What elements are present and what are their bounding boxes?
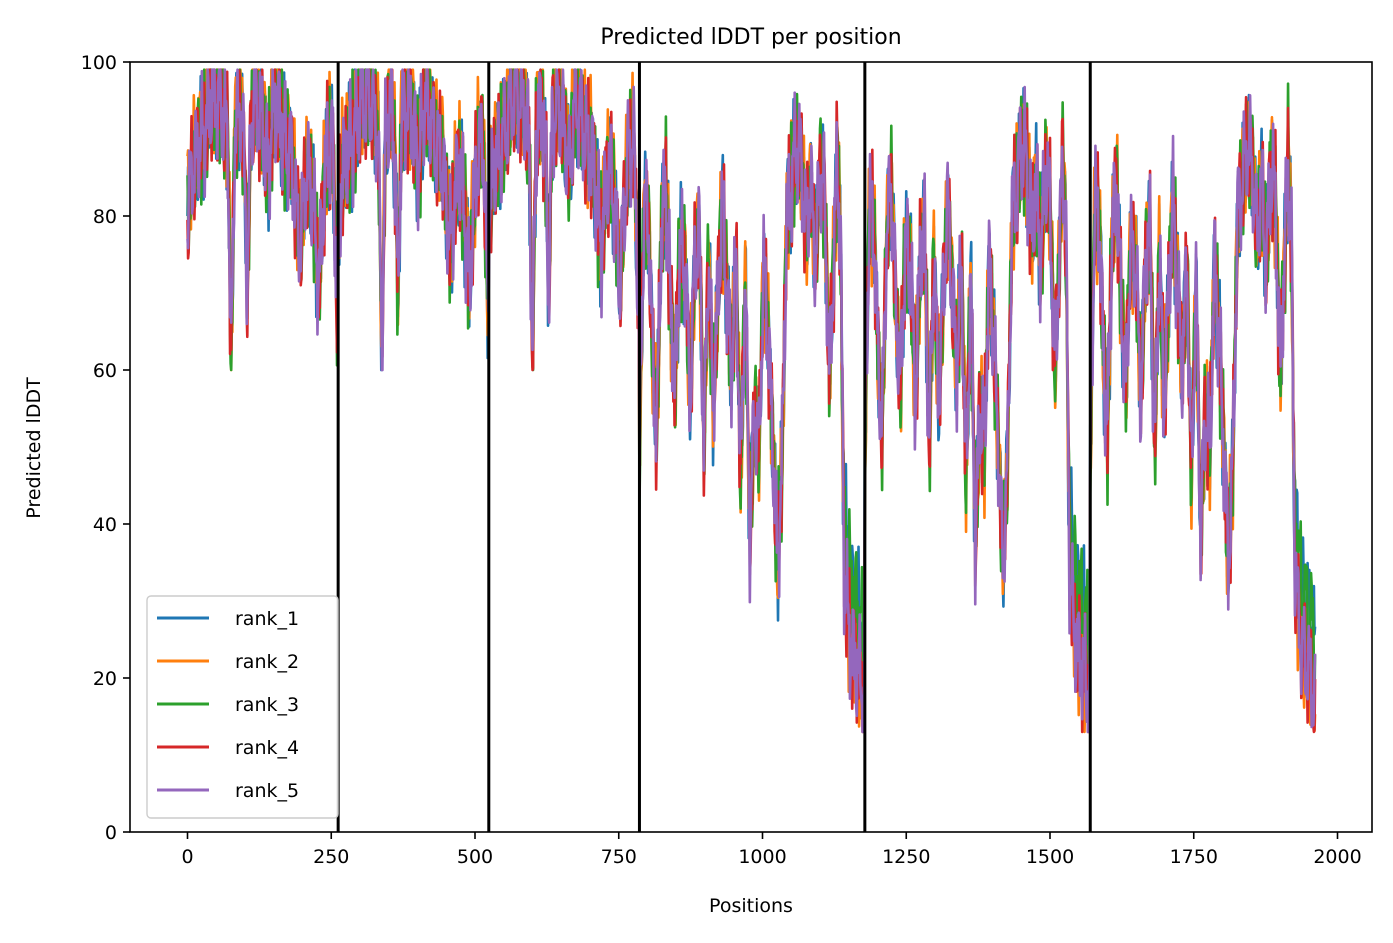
axes: 0 250 500 750 1000 1250 1500 1750 2000 0 20 40 60 80 1… <box>81 52 1373 868</box>
y-tick-label: 80 <box>93 206 117 228</box>
x-tick-label: 750 <box>601 846 637 868</box>
legend-label-rank_4: rank_4 <box>235 737 299 759</box>
x-tick-label: 250 <box>313 846 349 868</box>
y-tick-label: 60 <box>93 360 117 382</box>
legend-label-rank_3: rank_3 <box>235 694 299 716</box>
chart-title: Predicted lDDT per position <box>600 25 901 50</box>
x-tick-label: 0 <box>181 846 193 868</box>
x-tick-label: 1000 <box>738 846 786 868</box>
y-tick-label: 100 <box>81 52 117 74</box>
legend-label-rank_2: rank_2 <box>235 651 299 673</box>
legend-box <box>146 595 339 819</box>
y-tick-label: 40 <box>93 514 117 536</box>
x-tick-label: 1250 <box>882 846 930 868</box>
x-tick-label: 500 <box>457 846 493 868</box>
series-line-rank_4 <box>186 68 1317 734</box>
plot-frame <box>129 61 1373 833</box>
x-tick-label: 1750 <box>1170 846 1218 868</box>
x-tick-label: 2000 <box>1313 846 1361 868</box>
series-line-rank_5 <box>186 68 1317 734</box>
x-tick-label: 1500 <box>1026 846 1074 868</box>
legend-label-rank_1: rank_1 <box>235 608 299 630</box>
x-axis-label: Positions <box>709 895 793 917</box>
legend: rank_1 rank_2 rank_3 rank_4 rank_5 <box>146 595 339 819</box>
y-axis-label: Predicted lDDT <box>23 377 45 519</box>
y-tick-label: 20 <box>93 668 117 690</box>
plot-area <box>186 62 1317 832</box>
legend-label-rank_5: rank_5 <box>235 780 299 802</box>
y-tick-label: 0 <box>105 822 117 844</box>
